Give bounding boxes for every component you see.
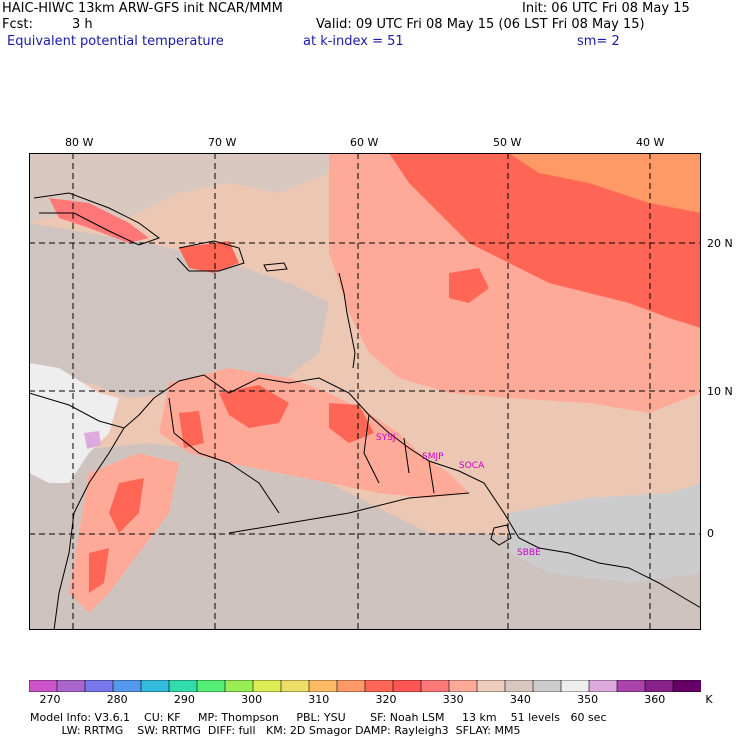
grey-region-south — [29, 443, 701, 630]
colorbar-unit: K — [705, 693, 713, 706]
coast-lesser-antilles — [338, 272, 356, 369]
lat-label-10n: 10 N — [707, 385, 733, 398]
station-label-soca: SOCA — [459, 461, 485, 471]
station-label-smjp: SMJP — [422, 452, 444, 462]
lon-label-80w: 80 W — [65, 136, 94, 149]
lon-label-40w: 40 W — [636, 136, 665, 149]
grey-region-caribbean — [29, 153, 359, 223]
red-patch-cuba — [49, 198, 149, 243]
grey-region-atlantic-south — [509, 483, 701, 583]
lat-lon-grid — [29, 153, 701, 630]
coast-puerto-rico — [263, 262, 288, 272]
grey-region-central — [29, 223, 329, 398]
colorbar-swatch — [280, 680, 310, 692]
coast-hispaniola — [176, 240, 245, 272]
model-info-line2: LW: RRTMG SW: RRTMG DIFF: full KM: 2D Sm… — [30, 724, 521, 737]
colorbar — [29, 680, 701, 692]
vertical-level: at k-index = 51 — [303, 34, 404, 49]
red-patches-andes — [89, 478, 144, 593]
colorbar-tick-label: 360 — [644, 693, 666, 706]
lon-label-60w: 60 W — [350, 136, 379, 149]
colorbar-swatch — [644, 680, 674, 692]
coast-amazon-delta — [490, 524, 512, 546]
colorbar-tick-label: 320 — [375, 693, 397, 706]
header-title: HAIC-HIWC 13km ARW-GFS init NCAR/MMM — [2, 1, 283, 16]
colorbar-tick-label: 340 — [509, 693, 531, 706]
colorbar-swatch — [364, 680, 394, 692]
colorbar-swatch — [196, 680, 226, 692]
colorbar-swatch — [588, 680, 618, 692]
colorbar-swatch — [420, 680, 450, 692]
border-brazil — [228, 492, 470, 534]
purple-spot-panama — [84, 431, 101, 449]
colorbar-swatch — [224, 680, 254, 692]
coast-cuba — [33, 192, 161, 246]
colorbar-tick-label: 300 — [241, 693, 263, 706]
lon-label-50w: 50 W — [493, 136, 522, 149]
colorbar-tick-label: 330 — [442, 693, 464, 706]
map-frame — [29, 153, 701, 630]
colorbar-swatch — [29, 680, 58, 692]
colorbar-swatch — [476, 680, 506, 692]
colorbar-swatch — [336, 680, 366, 692]
red-region-northeast — [389, 153, 701, 328]
coast-pacific — [53, 427, 125, 630]
colorbar-swatch — [504, 680, 534, 692]
station-label-sysj: SYSJ — [376, 433, 396, 443]
valid-time: Valid: 09 UTC Fri 08 May 15 (06 LST Fri … — [316, 17, 645, 32]
red-patches-venezuela — [179, 385, 374, 448]
colorbar-tick-label: 290 — [173, 693, 195, 706]
station-label-sbbe: SBBE — [517, 548, 541, 558]
colorbar-tick-label: 280 — [106, 693, 128, 706]
colorbar-swatch — [560, 680, 590, 692]
lon-label-70w: 70 W — [208, 136, 237, 149]
colorbar-swatch — [448, 680, 478, 692]
colorbar-swatch — [168, 680, 198, 692]
field-name: Equivalent potential temperature — [7, 34, 224, 49]
white-region-panama — [29, 363, 119, 483]
coast-central-america — [29, 392, 155, 429]
colorbar-swatch — [532, 680, 562, 692]
colorbar-tick-label: 270 — [39, 693, 61, 706]
colorbar-swatch — [56, 680, 86, 692]
theta-e-map: SYSJ SMJP SOCA SBBE — [29, 153, 701, 630]
colorbar-swatch — [252, 680, 282, 692]
red-patch-hispaniola — [179, 241, 239, 273]
forecast-label: Fcst: — [2, 17, 33, 32]
colorbar-swatch — [84, 680, 114, 692]
smoothing-value: sm= 2 — [577, 34, 620, 49]
colorbar-swatch — [112, 680, 142, 692]
model-info-line1: Model Info: V3.6.1 CU: KF MP: Thompson P… — [30, 711, 607, 724]
border-guyanas — [363, 414, 435, 494]
border-colombia-venezuela — [168, 397, 280, 514]
init-time: Init: 06 UTC Fri 08 May 15 — [522, 1, 690, 16]
lat-label-20n: 20 N — [707, 237, 733, 250]
colorbar-swatch — [140, 680, 170, 692]
colorbar-tick-label: 350 — [577, 693, 599, 706]
colorbar-swatch — [616, 680, 646, 692]
forecast-hour: 3 h — [72, 17, 93, 32]
colorbar-swatch — [392, 680, 422, 692]
colorbar-swatch — [672, 680, 701, 692]
colorbar-tick-label: 310 — [308, 693, 330, 706]
red-blob-atlantic — [449, 268, 489, 303]
orange-region-corner — [509, 153, 701, 213]
lat-label-equator: 0 — [707, 527, 714, 540]
colorbar-swatch — [308, 680, 338, 692]
coastlines — [29, 192, 701, 630]
